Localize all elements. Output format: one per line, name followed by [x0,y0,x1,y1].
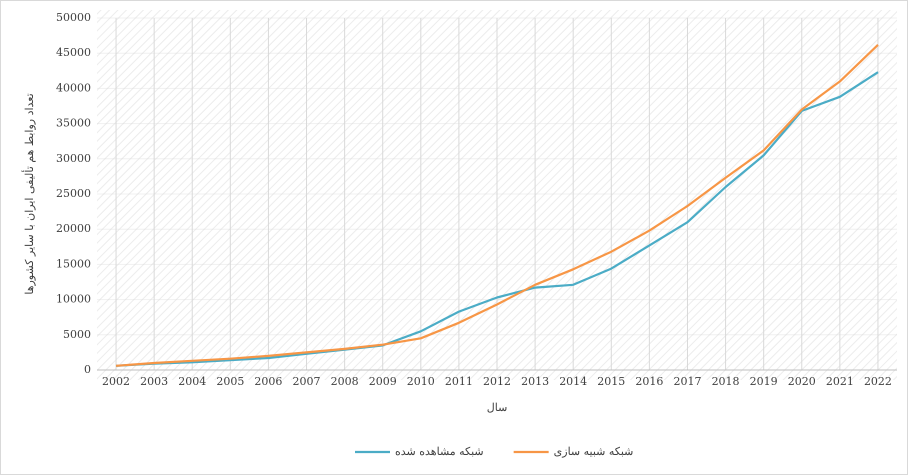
x-tick-label: 2016 [635,375,663,388]
y-tick-label: 20000 [56,222,91,235]
x-tick-label: 2020 [788,375,816,388]
series-line [115,71,879,367]
series-line [115,44,879,367]
x-tick-label: 2019 [750,375,778,388]
x-tick-label: 2012 [483,375,511,388]
y-tick-label: 45000 [56,46,91,59]
x-tick-label: 2011 [445,375,473,388]
y-tick-label: 15000 [56,257,91,270]
x-tick-label: 2008 [331,375,359,388]
x-tick-label: 2003 [140,375,168,388]
y-tick-label: 5000 [63,328,91,341]
legend-label: شبکه شبیه سازی [554,445,634,458]
y-tick-label: 10000 [56,293,91,306]
x-tick-label: 2017 [673,375,701,388]
y-tick-label: 50000 [56,11,91,24]
y-tick-label: 30000 [56,152,91,165]
x-tick-label: 2021 [826,375,854,388]
x-tick-label: 2005 [216,375,244,388]
y-axis-title: تعداد روابط هم تألیفی ایران با سایر کشور… [22,93,36,294]
legend-label: شبکه مشاهده شده [395,445,484,458]
x-tick-label: 2009 [369,375,397,388]
y-tick-label: 25000 [56,187,91,200]
x-tick-label: 2013 [521,375,549,388]
x-tick-label: 2010 [407,375,435,388]
y-tick-label: 0 [84,363,91,376]
x-tick-label: 2006 [254,375,282,388]
x-tick-label: 2004 [178,375,206,388]
x-tick-label: 2014 [559,375,587,388]
x-tick-label: 2018 [712,375,740,388]
x-axis-title: سال [487,401,508,414]
x-tick-label: 2002 [102,375,130,388]
x-tick-label: 2022 [864,375,892,388]
x-tick-label: 2007 [293,375,321,388]
y-tick-label: 35000 [56,117,91,130]
x-tick-label: 2015 [597,375,625,388]
y-tick-label: 40000 [56,81,91,94]
